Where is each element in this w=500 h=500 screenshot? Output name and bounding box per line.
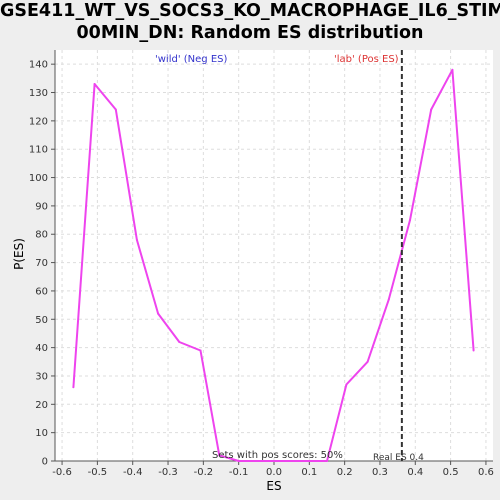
data-point	[199, 349, 202, 352]
chart-title: GSE411_WT_VS_SOCS3_KO_MACROPHAGE_IL6_STI…	[0, 0, 500, 44]
y-tick-label: 120	[29, 116, 48, 127]
pos-es-label: 'lab' (Pos ES)	[334, 54, 399, 65]
x-tick-label: -0.5	[88, 467, 108, 478]
y-tick-label: 10	[35, 428, 48, 439]
y-tick-label: 130	[29, 88, 48, 99]
x-tick-label: 0.2	[337, 467, 353, 478]
x-tick-label: 0.4	[407, 467, 423, 478]
data-point	[430, 108, 433, 111]
data-point	[472, 349, 475, 352]
axis-ticks: -0.6 -0.5 -0.4 -0.3 -0.2 -0.1 0.0 0.1 0.2 0.3 0.4 0…	[29, 60, 494, 478]
data-point	[273, 460, 275, 462]
data-point	[366, 360, 369, 363]
x-tick-label: -0.3	[158, 467, 178, 478]
data-point	[451, 68, 454, 71]
y-tick-label: 0	[42, 457, 48, 468]
neg-es-label: 'wild' (Neg ES)	[155, 54, 227, 65]
grid-lines	[55, 50, 493, 462]
y-tick-label: 40	[35, 343, 48, 354]
y-tick-label: 20	[35, 400, 48, 411]
data-point	[237, 460, 240, 462]
data-point	[72, 386, 75, 389]
y-tick-label: 90	[35, 201, 48, 212]
y-tick-label: 60	[35, 286, 48, 297]
data-point	[408, 219, 411, 222]
y-tick-label: 110	[29, 145, 48, 156]
pos-scores-annotation: Sets with pos scores: 50%	[212, 450, 343, 461]
data-marks	[72, 50, 475, 462]
chart-title-line-1: GSE411_WT_VS_SOCS3_KO_MACROPHAGE_IL6_STI…	[0, 1, 500, 21]
data-point	[325, 460, 328, 462]
x-tick-label: -0.1	[229, 467, 249, 478]
y-axis-label: P(ES)	[12, 238, 26, 270]
x-tick-label: 0.1	[301, 467, 317, 478]
data-point	[114, 108, 117, 111]
y-tick-label: 80	[35, 230, 48, 241]
data-point	[218, 454, 221, 457]
data-point	[178, 340, 181, 343]
x-axis-label: ES	[266, 479, 281, 493]
x-tick-label: -0.6	[52, 467, 72, 478]
data-point	[157, 312, 160, 315]
x-tick-label: -0.2	[194, 467, 214, 478]
data-point	[345, 383, 348, 386]
x-tick-label: 0.0	[266, 467, 282, 478]
data-point	[135, 238, 138, 241]
chart-title-line-2: 00MIN_DN: Random ES distribution	[76, 23, 424, 43]
y-tick-label: 30	[35, 371, 48, 382]
x-tick-label: 0.6	[478, 467, 494, 478]
y-tick-label: 100	[29, 173, 48, 184]
y-tick-label: 70	[35, 258, 48, 269]
y-tick-label: 50	[35, 315, 48, 326]
data-point	[93, 83, 96, 86]
es-distribution-line	[72, 68, 475, 462]
real-es-annotation: Real ES 0.4	[373, 453, 424, 463]
y-tick-label: 140	[29, 60, 48, 71]
x-tick-label: 0.5	[443, 467, 459, 478]
x-tick-label: -0.4	[123, 467, 143, 478]
data-point	[387, 298, 390, 301]
x-tick-label: 0.3	[372, 467, 388, 478]
